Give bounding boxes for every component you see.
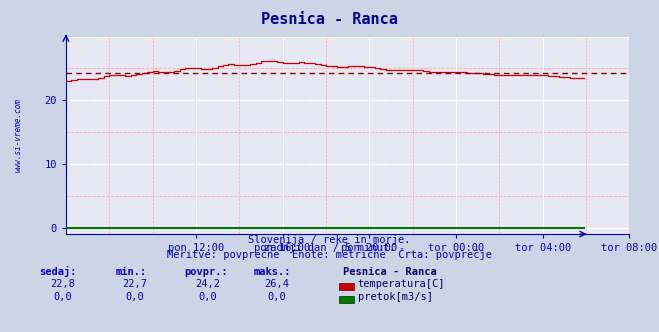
Text: maks.:: maks.:: [254, 267, 291, 277]
Text: povpr.:: povpr.:: [185, 267, 228, 277]
Text: 0,0: 0,0: [126, 292, 144, 302]
Text: 0,0: 0,0: [198, 292, 217, 302]
Text: Pesnica - Ranca: Pesnica - Ranca: [343, 267, 436, 277]
Text: Slovenija / reke in morje.: Slovenija / reke in morje.: [248, 235, 411, 245]
Text: 24,2: 24,2: [195, 279, 220, 289]
Text: temperatura[C]: temperatura[C]: [358, 279, 445, 289]
Text: zadnji dan / 5 minut.: zadnji dan / 5 minut.: [264, 243, 395, 253]
Text: 0,0: 0,0: [53, 292, 72, 302]
Text: Pesnica - Ranca: Pesnica - Ranca: [261, 12, 398, 27]
Text: pretok[m3/s]: pretok[m3/s]: [358, 292, 433, 302]
Text: sedaj:: sedaj:: [40, 266, 77, 277]
Text: 22,8: 22,8: [50, 279, 75, 289]
Text: 22,7: 22,7: [123, 279, 148, 289]
Text: www.si-vreme.com: www.si-vreme.com: [13, 98, 22, 172]
Text: 0,0: 0,0: [268, 292, 286, 302]
Text: 26,4: 26,4: [264, 279, 289, 289]
Text: min.:: min.:: [115, 267, 146, 277]
Text: Meritve: povprečne  Enote: metrične  Črta: povprečje: Meritve: povprečne Enote: metrične Črta:…: [167, 248, 492, 260]
